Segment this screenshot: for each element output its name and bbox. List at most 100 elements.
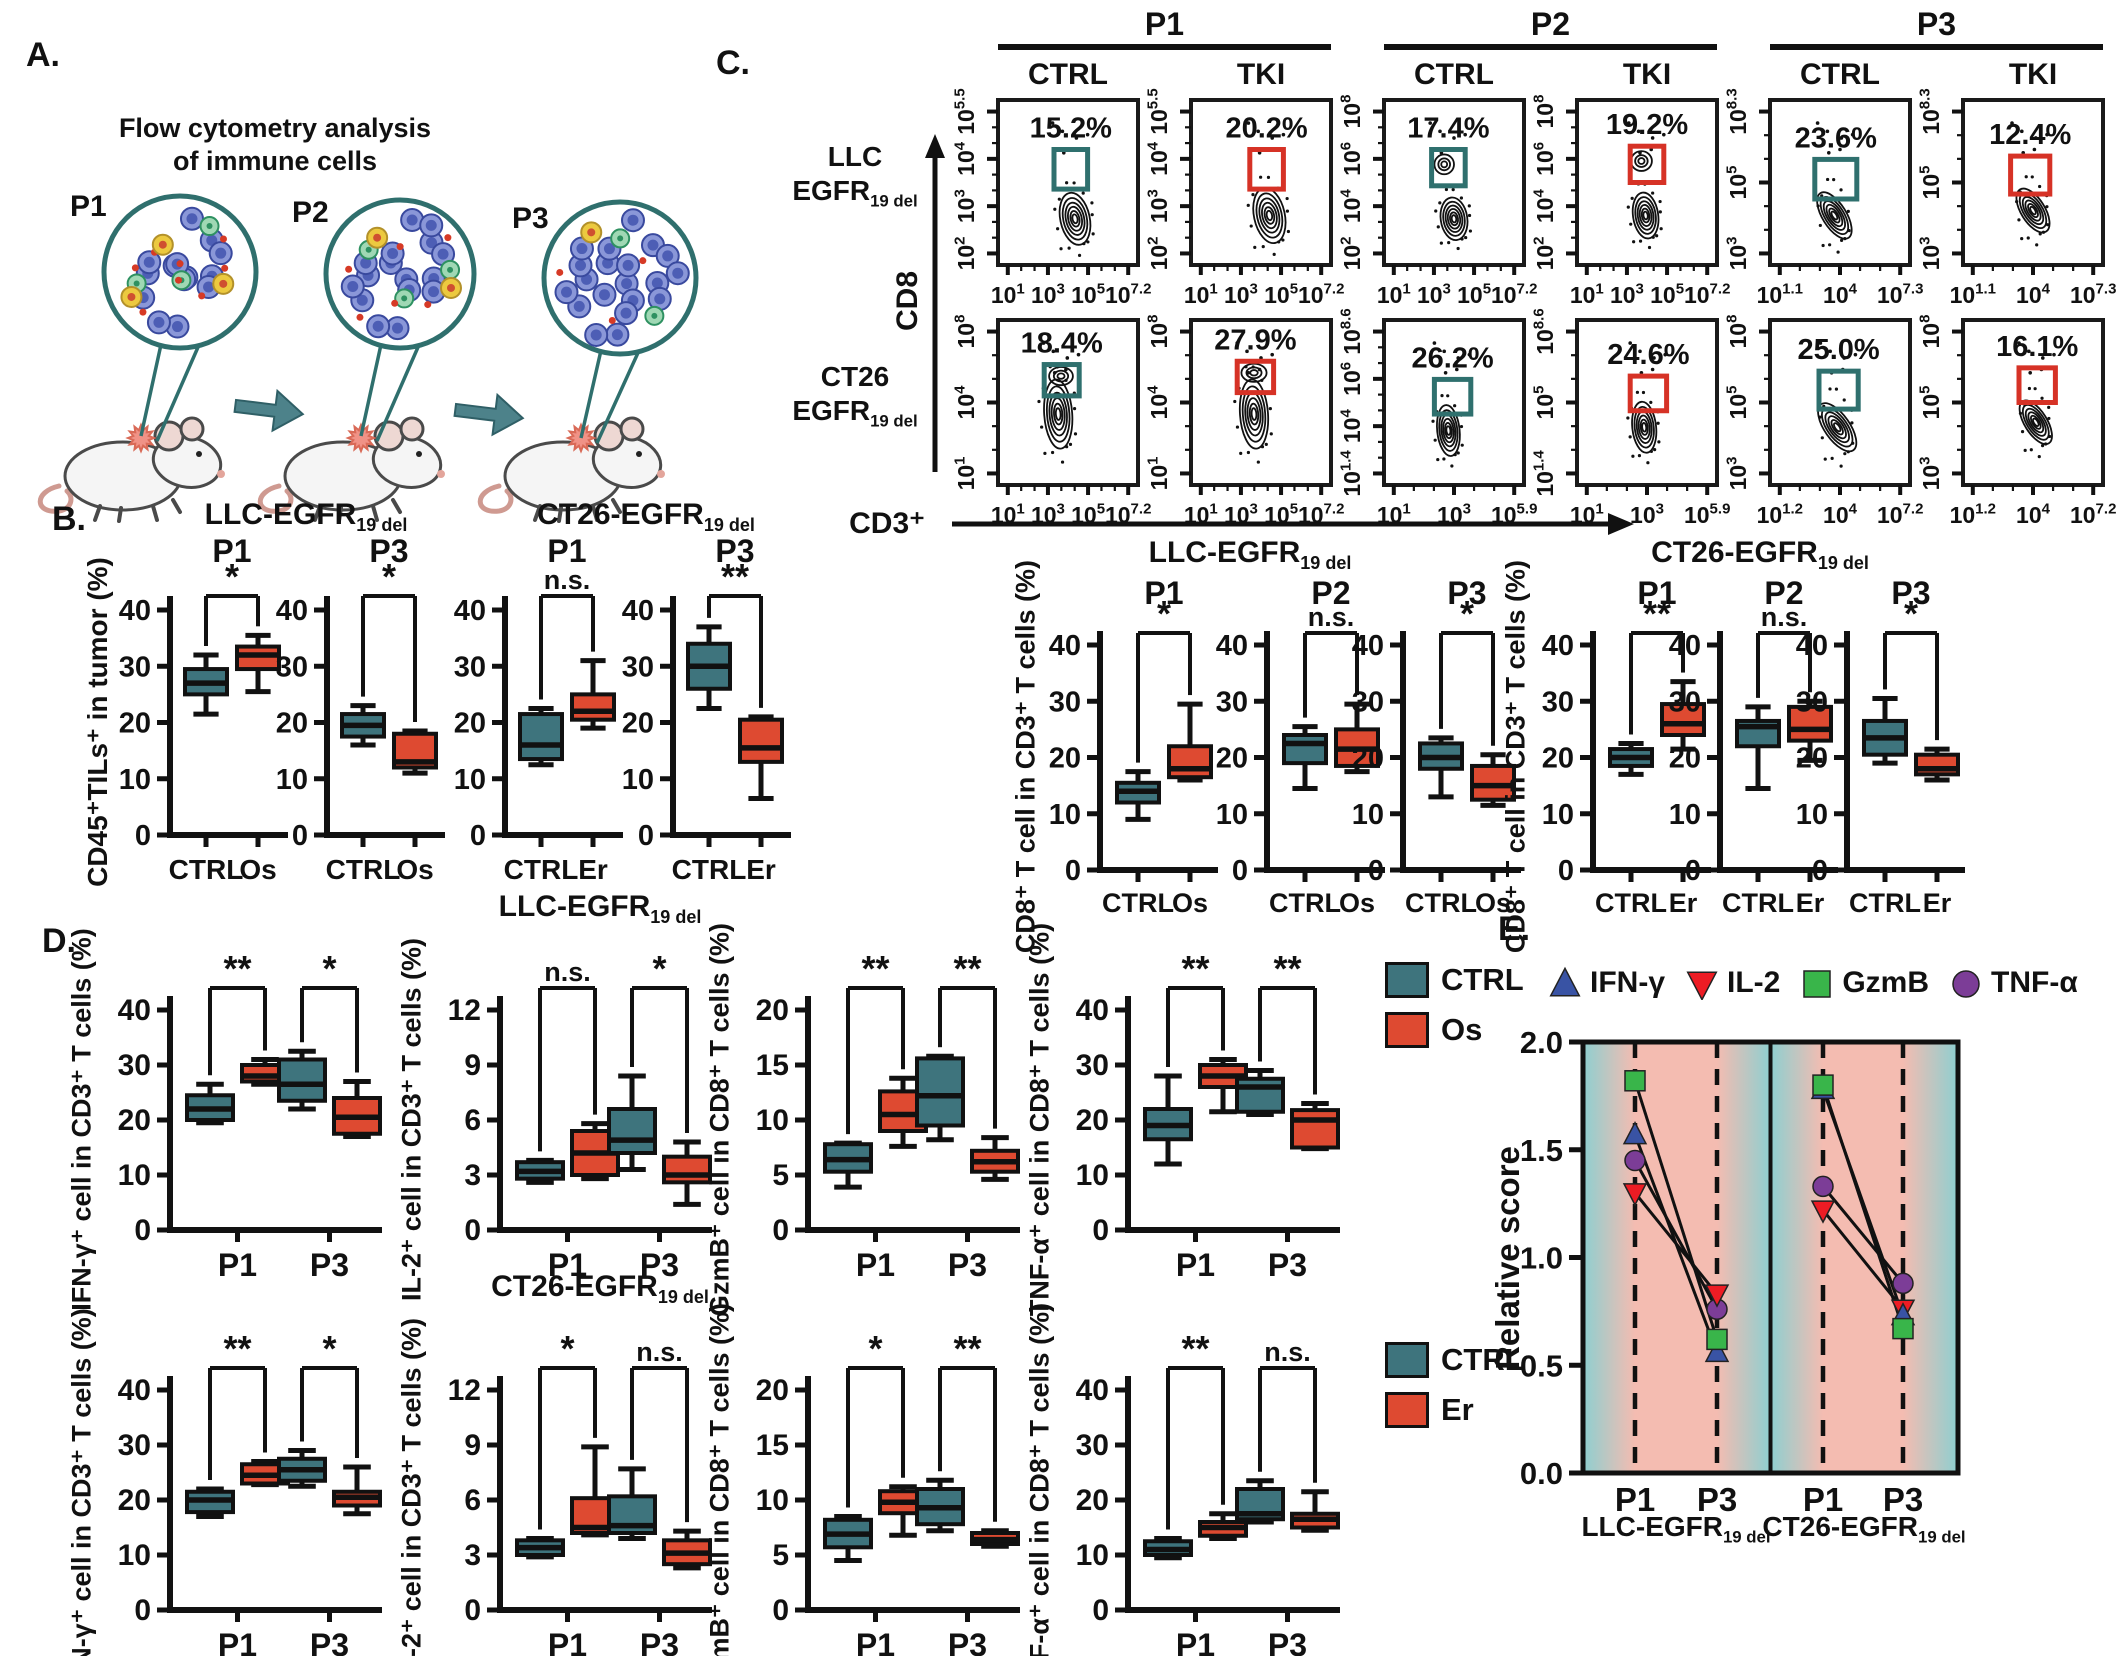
svg-text:101: 101	[991, 500, 1025, 528]
svg-text:CTRL: CTRL	[672, 854, 747, 885]
svg-text:104: 104	[1144, 385, 1172, 420]
flow-gate-percentage: 25.0%	[1797, 334, 1879, 366]
flow-plot-ct26-2: 101.4 104 106 108.6 101 103 105.9 26.2%	[1337, 308, 1537, 528]
svg-text:40: 40	[119, 595, 151, 627]
svg-text:Er: Er	[1669, 888, 1698, 918]
flow-gate	[1247, 147, 1286, 192]
svg-text:105: 105	[1723, 166, 1751, 200]
svg-text:0: 0	[1558, 855, 1574, 887]
triangle-down-icon	[1686, 971, 1718, 1000]
mouse-illustration	[257, 416, 445, 523]
flow-gate-percentage: 24.6%	[1607, 339, 1689, 371]
flow-gate-percentage: 15.2%	[1030, 113, 1112, 145]
flow-gate-percentage: 18.4%	[1021, 328, 1103, 360]
svg-text:Er: Er	[1796, 888, 1825, 918]
svg-text:*: *	[868, 1328, 882, 1369]
svg-text:**: **	[953, 948, 981, 989]
panelB-title-ct26: CT26-EGFR19 del	[537, 498, 755, 535]
panelD-label: D.	[42, 922, 76, 960]
svg-text:107.2: 107.2	[2070, 500, 2116, 528]
flow-gate	[1431, 376, 1474, 417]
svg-text:P1: P1	[856, 1247, 895, 1283]
svg-text:102: 102	[1530, 236, 1558, 270]
svg-text:0: 0	[1232, 855, 1248, 887]
svg-text:101: 101	[991, 280, 1025, 308]
d-ylabel-il2-ct26: IL-2⁺ cell in CD3⁺ T cells (%)	[396, 1317, 427, 1656]
panelD-legend-ct26: CTRL Er	[1385, 1342, 1524, 1442]
d-ylabel-ifng-ct26: IFN-γ⁺ cell in CD3⁺ T cells (%)	[66, 1308, 97, 1656]
svg-text:108: 108	[1337, 95, 1365, 129]
svg-text:**: **	[1181, 948, 1209, 989]
svg-text:15: 15	[756, 1049, 789, 1082]
svg-text:20: 20	[454, 708, 486, 740]
svg-text:CTRL: CTRL	[1269, 888, 1341, 918]
svg-text:5: 5	[772, 1159, 789, 1192]
svg-text:P3: P3	[640, 1247, 679, 1283]
svg-text:10: 10	[622, 764, 654, 796]
svg-text:P1: P1	[547, 533, 586, 569]
svg-text:104: 104	[951, 141, 979, 176]
svg-text:10: 10	[1352, 799, 1384, 831]
svg-text:**: **	[1643, 593, 1671, 634]
svg-text:40: 40	[1669, 630, 1701, 662]
svg-text:*: *	[1904, 593, 1918, 634]
legend-label: TNF-α	[1991, 966, 2078, 999]
flow-gate	[1627, 373, 1670, 414]
svg-text:2.0: 2.0	[1520, 1025, 1563, 1060]
svg-text:101: 101	[1184, 500, 1218, 528]
flow-gate-percentage: 23.6%	[1795, 122, 1877, 154]
legend-item-tnf-α: TNF-α	[1949, 966, 2078, 1000]
panelE-label: E.	[1498, 910, 1531, 948]
flow-header-p2: P2	[1530, 6, 1571, 42]
svg-text:0: 0	[134, 1214, 151, 1247]
legend-label: Er	[1441, 1392, 1474, 1427]
svg-text:0: 0	[464, 1594, 481, 1627]
svg-text:30: 30	[1352, 686, 1384, 718]
svg-text:102: 102	[951, 236, 979, 270]
legend-item-gzmb: GzmB	[1800, 966, 1929, 1000]
legend-item-ctrl: CTRL	[1385, 1342, 1524, 1378]
svg-text:10: 10	[1076, 1159, 1109, 1192]
panelB-chart-p3-ct26: 0 10 20 30 40 CTRL Er **P3	[622, 533, 791, 885]
flow-plot-llc-4: 103 105 108.3 101.1 104 107.3 23.6%	[1723, 88, 1923, 308]
svg-text:n.s.: n.s.	[1761, 602, 1808, 632]
svg-text:102: 102	[1144, 236, 1172, 270]
flow-gate	[1051, 147, 1091, 192]
legend-item-os: Os	[1385, 1012, 1524, 1048]
svg-text:**: **	[223, 948, 251, 989]
svg-text:40: 40	[1542, 630, 1574, 662]
legend-swatch	[1385, 1012, 1429, 1048]
svg-text:P1: P1	[212, 533, 251, 569]
svg-text:0: 0	[638, 820, 654, 852]
svg-text:106: 106	[1337, 142, 1365, 176]
svg-text:107.2: 107.2	[1491, 280, 1537, 308]
svg-text:30: 30	[454, 651, 486, 683]
svg-text:30: 30	[119, 651, 151, 683]
svg-text:20: 20	[756, 994, 789, 1027]
panelD-chart-r0-c2: 0 5 10 15 20 P1 ** P3 **	[756, 948, 1020, 1283]
flow-gate	[1812, 156, 1860, 202]
svg-text:105: 105	[1916, 166, 1944, 200]
svg-text:20: 20	[1049, 743, 1081, 775]
svg-text:20: 20	[1352, 743, 1384, 775]
svg-text:P3: P3	[1697, 1481, 1737, 1518]
svg-text:105.9: 105.9	[1491, 500, 1537, 528]
svg-text:Er: Er	[1923, 888, 1952, 918]
svg-text:Os: Os	[1339, 888, 1375, 918]
svg-text:**: **	[861, 948, 889, 989]
panelE-caption-ct26: CT26-EGFR19 del	[1762, 1511, 1966, 1547]
flow-gate	[1429, 147, 1468, 189]
flow-plot-ct26-5: 103 105 108 101.2 104 107.2 16.1%	[1916, 315, 2116, 528]
flow-plot-ct26-3: 101.4 105 108.6 101 103 105.9 24.6%	[1530, 308, 1730, 528]
svg-text:n.s.: n.s.	[544, 957, 591, 987]
svg-text:10: 10	[1049, 799, 1081, 831]
panelD-legend-llc: CTRL Os	[1385, 962, 1524, 1062]
svg-text:40: 40	[1076, 994, 1109, 1027]
svg-text:105.5: 105.5	[951, 88, 979, 134]
svg-text:CTRL: CTRL	[504, 854, 579, 885]
svg-text:40: 40	[454, 595, 486, 627]
